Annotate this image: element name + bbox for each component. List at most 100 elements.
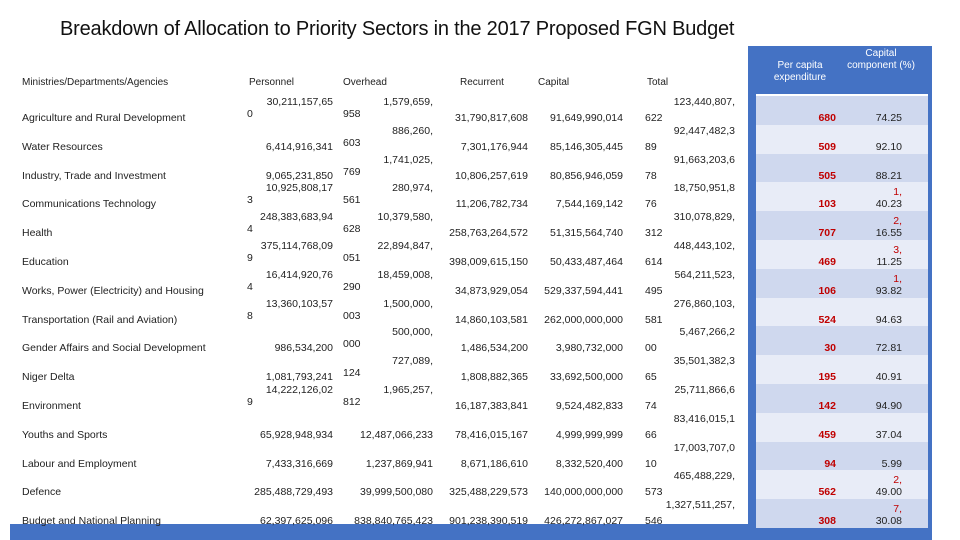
capital-value: 8,332,520,400 xyxy=(528,458,623,470)
capital-component-value-line: 16.55 xyxy=(875,227,902,240)
overhead-value-line: 500,000, xyxy=(392,326,433,339)
personnel-value-line: 14,222,126,02 xyxy=(265,384,333,396)
mda-name: Water Resources xyxy=(22,141,103,153)
total-value-line: 276,860,103, xyxy=(673,297,735,310)
overhead-value: 18,459,008, 290 xyxy=(343,269,433,293)
personnel-value: 248,383,683,94 4 xyxy=(247,211,337,235)
overhead-value-line: 603 xyxy=(343,136,361,149)
personnel-value: 10,925,808,17 3 xyxy=(247,182,337,206)
capital-value-line: 426,272,867,027 xyxy=(544,515,623,528)
personnel-value-line: 4 xyxy=(247,280,253,293)
capital-component-value: 94.90 xyxy=(840,400,902,412)
per-capita-value-line: 524 xyxy=(818,313,836,326)
recurrent-value: 1,486,534,200 xyxy=(438,342,528,354)
mda-name: Environment xyxy=(22,400,81,412)
overhead-value: 727,089, 124 xyxy=(343,355,433,379)
personnel-value: 986,534,200 xyxy=(247,342,333,354)
header-per-capita: Per capita expenditure xyxy=(773,60,827,83)
capital-value-line: 7,544,169,142 xyxy=(555,198,623,211)
overhead-value-line: 886,260, xyxy=(392,124,433,137)
personnel-value: 13,360,103,57 8 xyxy=(247,298,337,322)
overhead-value-line: 1,500,000, xyxy=(383,297,433,310)
total-value-line: 123,440,807, xyxy=(673,96,735,108)
total-value-line: 581 xyxy=(645,313,663,326)
per-capita-value-line: 469 xyxy=(818,256,836,268)
overhead-value-line: 12,487,066,233 xyxy=(360,428,433,441)
capital-value: 140,000,000,000 xyxy=(528,486,623,498)
personnel-value-line: 986,534,200 xyxy=(274,342,333,355)
row-band xyxy=(756,499,928,529)
capital-value: 7,544,169,142 xyxy=(528,198,623,210)
personnel-value-line: 375,114,768,09 xyxy=(260,240,333,252)
capital-value: 262,000,000,000 xyxy=(528,314,623,326)
per-capita-value: 94 xyxy=(756,458,836,470)
overhead-value: 22,894,847, 051 xyxy=(343,240,433,264)
row-band xyxy=(756,268,928,298)
overhead-value-line: 18,459,008, xyxy=(377,268,433,281)
total-value-line: 66 xyxy=(645,428,657,441)
overhead-value: 1,237,869,941 xyxy=(343,458,433,470)
overhead-value-line: 628 xyxy=(343,223,361,236)
recurrent-value-line: 8,671,186,610 xyxy=(460,457,528,470)
footer-band xyxy=(10,524,932,540)
recurrent-value: 31,790,817,608 xyxy=(438,112,528,124)
capital-component-value: 7, 30.08 xyxy=(840,503,902,527)
personnel-value-line: 3 xyxy=(247,194,253,207)
personnel-value-line: 9,065,231,850 xyxy=(265,169,333,182)
personnel-value: 1,081,793,241 xyxy=(247,371,333,383)
mda-name-line: Industry, Trade and Investment xyxy=(22,169,166,182)
overhead-value-line: 561 xyxy=(343,194,361,207)
overhead-value-line: 39,999,500,080 xyxy=(360,486,433,499)
total-value-line: 35,501,382,3 xyxy=(673,355,735,368)
mda-name-line: Communications Technology xyxy=(22,198,157,211)
recurrent-value: 7,301,176,944 xyxy=(438,141,528,153)
header-mda: Ministries/Departments/Agencies xyxy=(22,77,169,88)
row-band xyxy=(756,470,928,500)
personnel-value: 65,928,948,934 xyxy=(247,429,333,441)
overhead-value-line: 1,237,869,941 xyxy=(365,457,433,470)
table-row: Transportation (Rail and Aviation) 13,360… xyxy=(0,297,960,327)
overhead-value: 1,741,025, 769 xyxy=(343,154,433,178)
header-capital: Capital xyxy=(538,77,570,88)
overhead-value: 838,840,765,423 xyxy=(343,515,433,527)
total-value-line: 312 xyxy=(645,227,663,240)
overhead-value-line: 727,089, xyxy=(392,355,433,368)
row-band xyxy=(756,441,928,471)
header-band xyxy=(748,46,932,94)
table-row: Defence 285,488,729,493 39,999,500,080 325,… xyxy=(0,470,960,500)
capital-value: 33,692,500,000 xyxy=(528,371,623,383)
overhead-value-line: 1,965,257, xyxy=(383,384,433,396)
personnel-value: 285,488,729,493 xyxy=(247,486,333,498)
capital-component-value-line: 72.81 xyxy=(875,342,902,355)
capital-component-value-line: 40.91 xyxy=(875,371,902,384)
capital-component-value: 88.21 xyxy=(840,170,902,182)
mda-name: Industry, Trade and Investment xyxy=(22,170,166,182)
capital-value-line: 9,524,482,833 xyxy=(555,400,623,412)
recurrent-value-line: 7,301,176,944 xyxy=(460,140,528,153)
table-row: Gender Affairs and Social Development 986… xyxy=(0,326,960,356)
capital-value-line: 85,146,305,445 xyxy=(550,140,623,153)
capital-component-value-line: 74.25 xyxy=(875,112,902,124)
capital-component-value-line: 1, xyxy=(893,186,902,199)
capital-component-value-line: 37.04 xyxy=(875,428,902,441)
recurrent-value-line: 16,187,383,841 xyxy=(455,400,528,412)
column-divider-right xyxy=(928,94,932,524)
per-capita-value-line: 509 xyxy=(818,140,836,153)
personnel-value: 9,065,231,850 xyxy=(247,170,333,182)
capital-component-value: 37.04 xyxy=(840,429,902,441)
table-row: Industry, Trade and Investment 9,065,231,… xyxy=(0,153,960,183)
per-capita-value: 505 xyxy=(756,170,836,182)
capital-value: 80,856,946,059 xyxy=(528,170,623,182)
total-value-line: 17,003,707,0 xyxy=(673,441,735,454)
per-capita-value-line: 103 xyxy=(818,198,836,211)
personnel-value-line: 4 xyxy=(247,223,253,236)
recurrent-value: 8,671,186,610 xyxy=(438,458,528,470)
total-value: 18,750,951,8 76 xyxy=(645,182,745,210)
row-band xyxy=(756,326,928,356)
capital-value-line: 91,649,990,014 xyxy=(550,112,623,124)
per-capita-value: 509 xyxy=(756,141,836,153)
table-row: Youths and Sports 65,928,948,934 12,487,06… xyxy=(0,412,960,442)
personnel-value: 16,414,920,76 4 xyxy=(247,269,337,293)
per-capita-value-line: 707 xyxy=(818,227,836,240)
per-capita-value: 562 xyxy=(756,486,836,498)
